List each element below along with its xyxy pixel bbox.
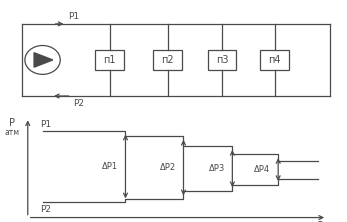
Bar bbox=[208, 50, 236, 70]
Text: ΔP4: ΔP4 bbox=[254, 165, 271, 174]
Text: P2: P2 bbox=[40, 205, 51, 214]
Bar bbox=[95, 50, 124, 70]
Text: P1: P1 bbox=[40, 120, 51, 129]
Text: P1: P1 bbox=[68, 12, 79, 21]
Bar bbox=[260, 50, 289, 70]
Text: ΔP2: ΔP2 bbox=[160, 163, 176, 172]
Polygon shape bbox=[34, 53, 53, 67]
Text: P2: P2 bbox=[73, 99, 84, 108]
Text: п2: п2 bbox=[161, 55, 174, 65]
Text: ΔP3: ΔP3 bbox=[209, 164, 225, 173]
Text: S, км: S, км bbox=[317, 221, 343, 222]
Text: P: P bbox=[9, 118, 16, 128]
Bar bbox=[153, 50, 182, 70]
Text: п1: п1 bbox=[103, 55, 116, 65]
Text: атм: атм bbox=[5, 128, 20, 137]
Text: п4: п4 bbox=[269, 55, 281, 65]
Text: ΔP1: ΔP1 bbox=[102, 162, 118, 171]
Text: п3: п3 bbox=[216, 55, 228, 65]
